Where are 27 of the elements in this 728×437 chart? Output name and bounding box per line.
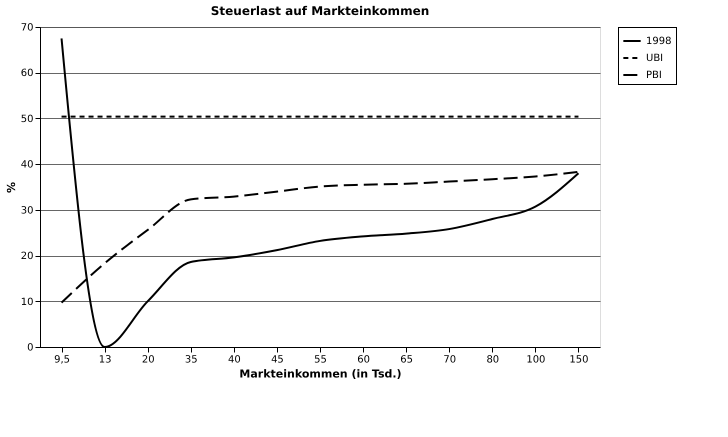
chart-title: Steuerlast auf Markteinkommen <box>210 4 430 18</box>
x-tick-label: 35 <box>184 354 198 366</box>
x-tick-label: 13 <box>98 354 112 366</box>
x-tick-label: 45 <box>271 354 284 366</box>
x-tick-label: 60 <box>357 354 370 366</box>
x-tick-label: 70 <box>443 354 456 366</box>
y-tick-label: 10 <box>20 296 34 308</box>
y-axis-title: % <box>4 182 18 194</box>
y-tick-label: 40 <box>20 160 34 171</box>
y-tick-label: 0 <box>27 342 34 354</box>
x-tick-label: 20 <box>142 354 155 366</box>
x-tick-label: 80 <box>486 354 500 366</box>
y-tick-label: 70 <box>20 22 34 34</box>
y-tick-label: 20 <box>20 251 34 262</box>
x-tick-label: 150 <box>569 354 589 366</box>
legend-label: UBI <box>646 53 664 64</box>
x-axis-title: Markteinkommen (in Tsd.) <box>239 368 402 380</box>
y-tick-label: 50 <box>20 114 34 125</box>
y-tick-label: 60 <box>20 68 34 80</box>
x-tick-label: 65 <box>400 354 414 366</box>
y-tick-label: 30 <box>20 205 34 216</box>
legend-label: PBI <box>646 70 662 81</box>
x-tick-label: 40 <box>228 354 241 366</box>
x-tick-label: 9,5 <box>54 354 70 366</box>
legend-label: 1998 <box>646 36 672 47</box>
x-tick-label: 55 <box>314 354 327 366</box>
x-tick-label: 100 <box>526 354 546 366</box>
